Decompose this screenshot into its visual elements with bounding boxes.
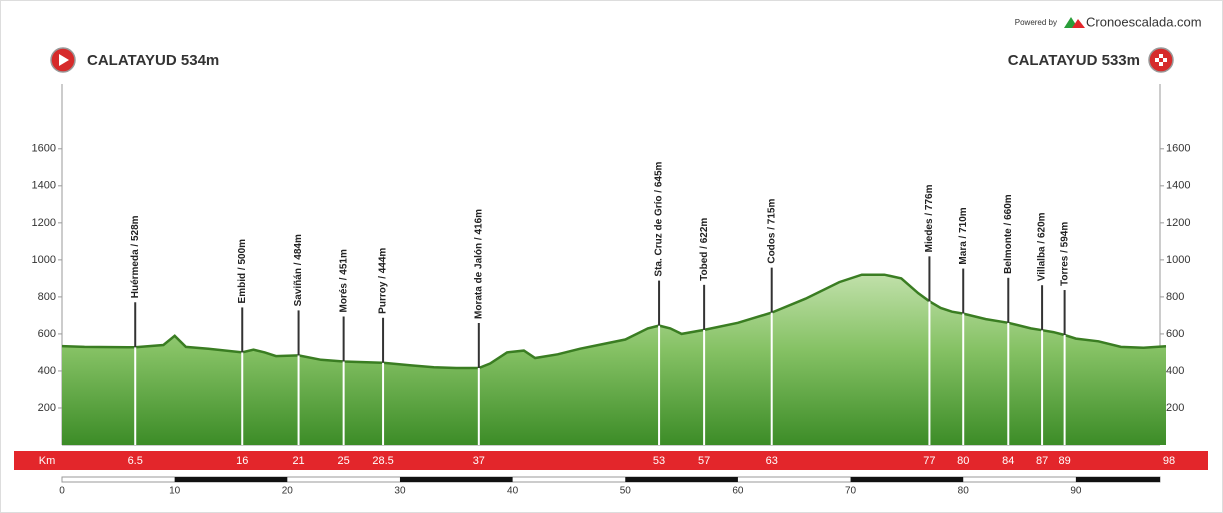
- scale-segment: [625, 477, 738, 482]
- y-tick-label: 800: [38, 291, 56, 303]
- waypoint-label: Codos / 715m: [766, 199, 777, 264]
- y-tick-label-right: 1400: [1166, 180, 1190, 192]
- x-tick-label: 40: [507, 486, 519, 497]
- x-tick-label: 20: [282, 486, 294, 497]
- brand-logo: [1064, 17, 1085, 28]
- start-icon: [50, 47, 76, 73]
- waypoint-label: Mara / 710m: [958, 207, 969, 264]
- y-tick-label-right: 1200: [1166, 217, 1190, 229]
- y-tick-label-right: 600: [1166, 328, 1184, 340]
- x-tick-label: 60: [732, 486, 744, 497]
- x-tick-label: 0: [59, 486, 65, 497]
- waypoint-label: Miedes / 776m: [924, 184, 935, 252]
- y-tick-label: 1600: [32, 143, 56, 155]
- y-tick-label-right: 1600: [1166, 143, 1190, 155]
- waypoint-label: Villalba / 620m: [1037, 212, 1048, 281]
- waypoint-label: Tobed / 622m: [699, 218, 710, 281]
- km-marker: 77: [923, 455, 935, 467]
- finish-label: CALATAYUD 533m: [1008, 52, 1140, 69]
- waypoint-label: Huérmeda / 528m: [130, 215, 141, 298]
- y-tick-label-right: 400: [1166, 365, 1184, 377]
- km-marker: 28.5: [372, 455, 393, 467]
- profile-fill: [62, 274, 1166, 445]
- y-tick-label: 1000: [32, 254, 56, 266]
- waypoint-label: Saviñán / 484m: [293, 234, 304, 306]
- start-label: CALATAYUD 534m: [87, 52, 219, 69]
- x-tick-label: 10: [169, 486, 181, 497]
- km-marker: 21: [292, 455, 304, 467]
- waypoint-label: Belmonte / 660m: [1003, 194, 1014, 274]
- km-marker: 98: [1163, 455, 1175, 467]
- waypoint-label: Morata de Jalón / 416m: [473, 209, 484, 319]
- km-bar: [14, 451, 1208, 470]
- waypoint-label: Embid / 500m: [237, 239, 248, 304]
- x-tick-label: 80: [958, 486, 970, 497]
- scale-segment: [1075, 477, 1160, 482]
- y-tick-label: 1400: [32, 180, 56, 192]
- y-tick-label: 600: [38, 328, 56, 340]
- x-tick-label: 70: [845, 486, 857, 497]
- waypoint-label: Morés / 451m: [338, 249, 349, 312]
- km-marker: 84: [1002, 455, 1014, 467]
- x-tick-label: 50: [620, 486, 632, 497]
- km-label: Km: [39, 455, 56, 467]
- powered-by: Powered by: [1015, 18, 1057, 27]
- km-marker: 25: [338, 455, 350, 467]
- y-tick-label: 400: [38, 365, 56, 377]
- scale-segment: [174, 477, 288, 482]
- km-marker: 57: [698, 455, 710, 467]
- km-marker: 63: [766, 455, 778, 467]
- x-tick-label: 90: [1070, 486, 1082, 497]
- waypoint-label: Purroy / 444m: [378, 248, 389, 314]
- km-marker: 6.5: [128, 455, 143, 467]
- y-tick-label-right: 800: [1166, 291, 1184, 303]
- waypoint-label: Sta. Cruz de Grío / 645m: [654, 161, 665, 276]
- y-tick-label-right: 1000: [1166, 254, 1190, 266]
- y-tick-label-right: 200: [1166, 402, 1184, 414]
- km-marker: 53: [653, 455, 665, 467]
- waypoint-label: Torres / 594m: [1059, 222, 1070, 286]
- km-marker: 89: [1058, 455, 1070, 467]
- km-marker: 80: [957, 455, 969, 467]
- brand: Cronoescalada.com: [1086, 14, 1202, 29]
- y-tick-label: 1200: [32, 217, 56, 229]
- scale-segment: [850, 477, 964, 482]
- km-marker: 16: [236, 455, 248, 467]
- km-marker: 87: [1036, 455, 1048, 467]
- scale-segment: [399, 477, 513, 482]
- y-tick-label: 200: [38, 402, 56, 414]
- km-marker: 37: [473, 455, 485, 467]
- x-tick-label: 30: [394, 486, 406, 497]
- finish-icon: [1148, 47, 1174, 73]
